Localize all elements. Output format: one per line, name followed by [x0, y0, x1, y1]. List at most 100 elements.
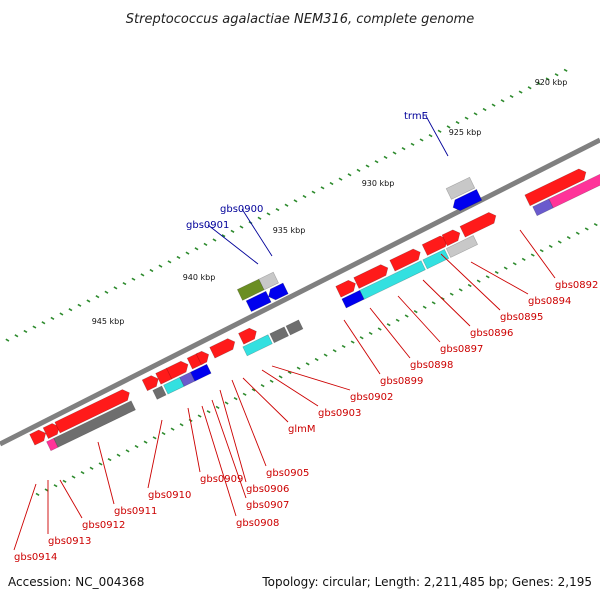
- dot-mark: [485, 275, 490, 279]
- backbone: [0, 137, 600, 447]
- gene-label: gbs0895: [500, 312, 543, 323]
- dot-mark: [302, 194, 307, 199]
- cds-arrow: [42, 423, 60, 440]
- dot-mark: [458, 288, 463, 292]
- leader-line: [211, 399, 247, 499]
- dot-mark: [41, 321, 46, 325]
- dot-mark: [446, 125, 451, 129]
- dot-mark: [536, 81, 541, 85]
- dot-mark: [80, 471, 85, 475]
- dot-mark: [278, 375, 283, 379]
- gene-label: gbs0902: [350, 392, 393, 403]
- dot-mark: [251, 388, 256, 392]
- grey-feature: [152, 385, 167, 400]
- gene-label: gbs0906: [246, 484, 289, 495]
- dot-mark: [356, 168, 361, 173]
- cds-arrow: [195, 350, 210, 366]
- dot-mark: [161, 431, 166, 436]
- dot-mark: [32, 325, 37, 329]
- dot-mark: [266, 212, 271, 216]
- tick-label: 920 kbp: [535, 78, 568, 87]
- dot-mark: [125, 449, 130, 453]
- leader-line: [519, 229, 556, 279]
- dot-mark: [473, 112, 478, 116]
- cds-arrow: [166, 360, 189, 380]
- dot-mark: [341, 344, 346, 349]
- dot-mark: [185, 251, 190, 255]
- dot-mark: [62, 479, 67, 483]
- gene-label: gbs0897: [440, 344, 483, 355]
- dot-mark: [104, 290, 109, 294]
- leader-line: [147, 419, 163, 489]
- leader-line: [242, 377, 289, 423]
- dot-mark: [428, 133, 433, 138]
- dot-mark: [431, 301, 436, 305]
- feature-tracks: [29, 168, 600, 452]
- lightgrey-feature: [258, 271, 279, 291]
- dot-mark: [509, 94, 514, 99]
- dot-mark: [203, 242, 208, 246]
- dot-mark: [500, 99, 505, 103]
- dot-mark: [233, 397, 238, 401]
- gene-label: gbs0892: [555, 280, 598, 291]
- dot-mark: [311, 190, 316, 194]
- tick-label: 930 kbp: [362, 179, 395, 188]
- accession-text: Accession: NC_004368: [8, 575, 144, 589]
- dot-mark: [230, 229, 235, 233]
- gene-label: gbs0903: [318, 408, 361, 419]
- dot-mark: [116, 453, 121, 457]
- dot-mark: [275, 207, 280, 212]
- dot-mark: [518, 90, 523, 94]
- dot-mark: [566, 236, 571, 240]
- dot-mark: [347, 173, 352, 177]
- dot-mark: [134, 444, 139, 449]
- gene-label: glmM: [288, 424, 316, 435]
- dot-mark: [338, 177, 343, 181]
- dot-mark: [260, 383, 265, 388]
- gene-label: gbs0894: [528, 296, 571, 307]
- dot-mark: [95, 295, 100, 299]
- tick-label: 945 kbp: [92, 317, 125, 326]
- cds-arrow: [335, 279, 356, 298]
- dot-mark: [113, 286, 118, 290]
- dot-mark: [14, 334, 19, 338]
- leader-line: [241, 208, 273, 257]
- dot-mark: [179, 423, 184, 427]
- dot-mark: [53, 484, 58, 488]
- cds-arrow: [441, 229, 461, 247]
- dot-mark: [557, 240, 562, 244]
- dot-mark: [167, 260, 172, 264]
- cds-arrow: [54, 389, 130, 434]
- dot-mark: [176, 255, 181, 260]
- blue-arrow: [452, 189, 483, 212]
- dot-mark: [68, 308, 73, 312]
- dot-mark: [410, 142, 415, 146]
- dot-mark: [545, 77, 550, 81]
- cds-arrow: [141, 375, 159, 392]
- dot-mark: [419, 138, 424, 142]
- pink-feature: [548, 173, 600, 209]
- blue-feature: [245, 290, 272, 313]
- gene-label: gbs0909: [200, 474, 243, 485]
- dot-mark: [86, 299, 91, 303]
- leader-line: [369, 307, 411, 359]
- blue-arrow: [268, 282, 289, 301]
- leader-line: [271, 365, 351, 391]
- dot-mark: [149, 268, 154, 273]
- leader-line: [440, 253, 501, 311]
- dot-mark: [437, 129, 442, 133]
- dot-mark: [521, 257, 526, 261]
- dot-mark: [323, 353, 328, 357]
- gene-label: gbs0912: [82, 520, 125, 531]
- dot-mark: [89, 466, 94, 470]
- dot-mark: [350, 340, 355, 344]
- gene-label: gbs0914: [14, 552, 57, 563]
- cds-arrow: [29, 429, 47, 446]
- gene-label: gbs0907: [246, 500, 289, 511]
- gene-label: gbs0910: [148, 490, 191, 501]
- cyan-feature: [359, 260, 426, 300]
- leader-line: [397, 295, 441, 343]
- dot-mark: [482, 107, 487, 112]
- dot-mark: [257, 216, 262, 220]
